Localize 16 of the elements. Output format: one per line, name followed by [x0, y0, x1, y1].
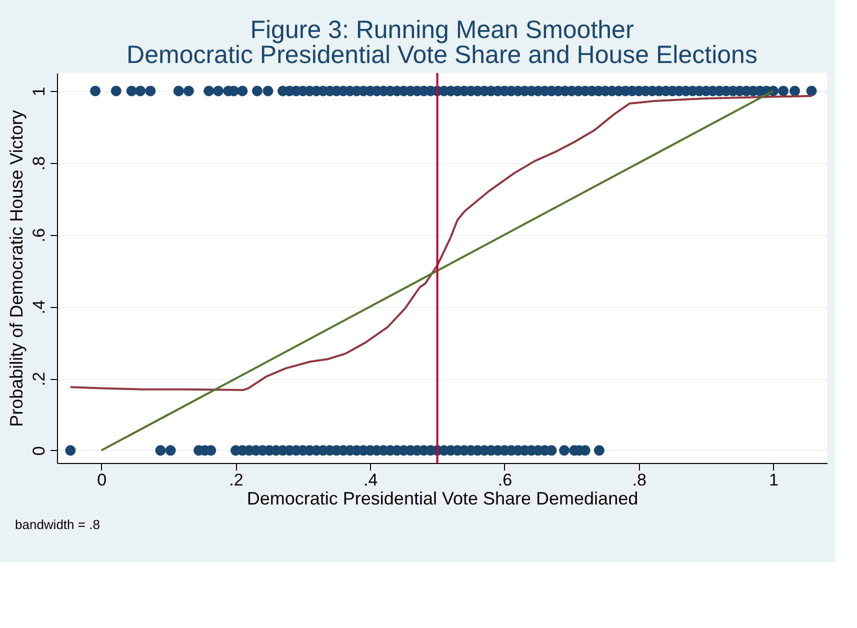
chart-title: Figure 3: Running Mean Smoother: [250, 16, 634, 44]
y-tick-label: .2: [30, 372, 48, 386]
x-tick-label: 0: [97, 470, 107, 490]
x-axis-title: Democratic Presidential Vote Share Demedianed: [246, 488, 638, 508]
y-tick-label: 1: [30, 86, 48, 96]
y-tick-label: .8: [30, 156, 48, 170]
x-tick-label: .8: [632, 470, 646, 490]
y-tick-label: .6: [30, 228, 48, 242]
x-tick-label: .4: [364, 470, 378, 490]
text: bandwidth = .8: [15, 517, 100, 532]
x-tick-label: .2: [229, 470, 244, 490]
x-tick-label: .6: [498, 470, 512, 490]
y-tick-label: .4: [30, 300, 48, 314]
y-tick-label: 0: [30, 446, 48, 456]
y-axis-title: Probability of Democratic House Victory: [6, 110, 26, 427]
x-tick-label: 1: [769, 470, 778, 490]
